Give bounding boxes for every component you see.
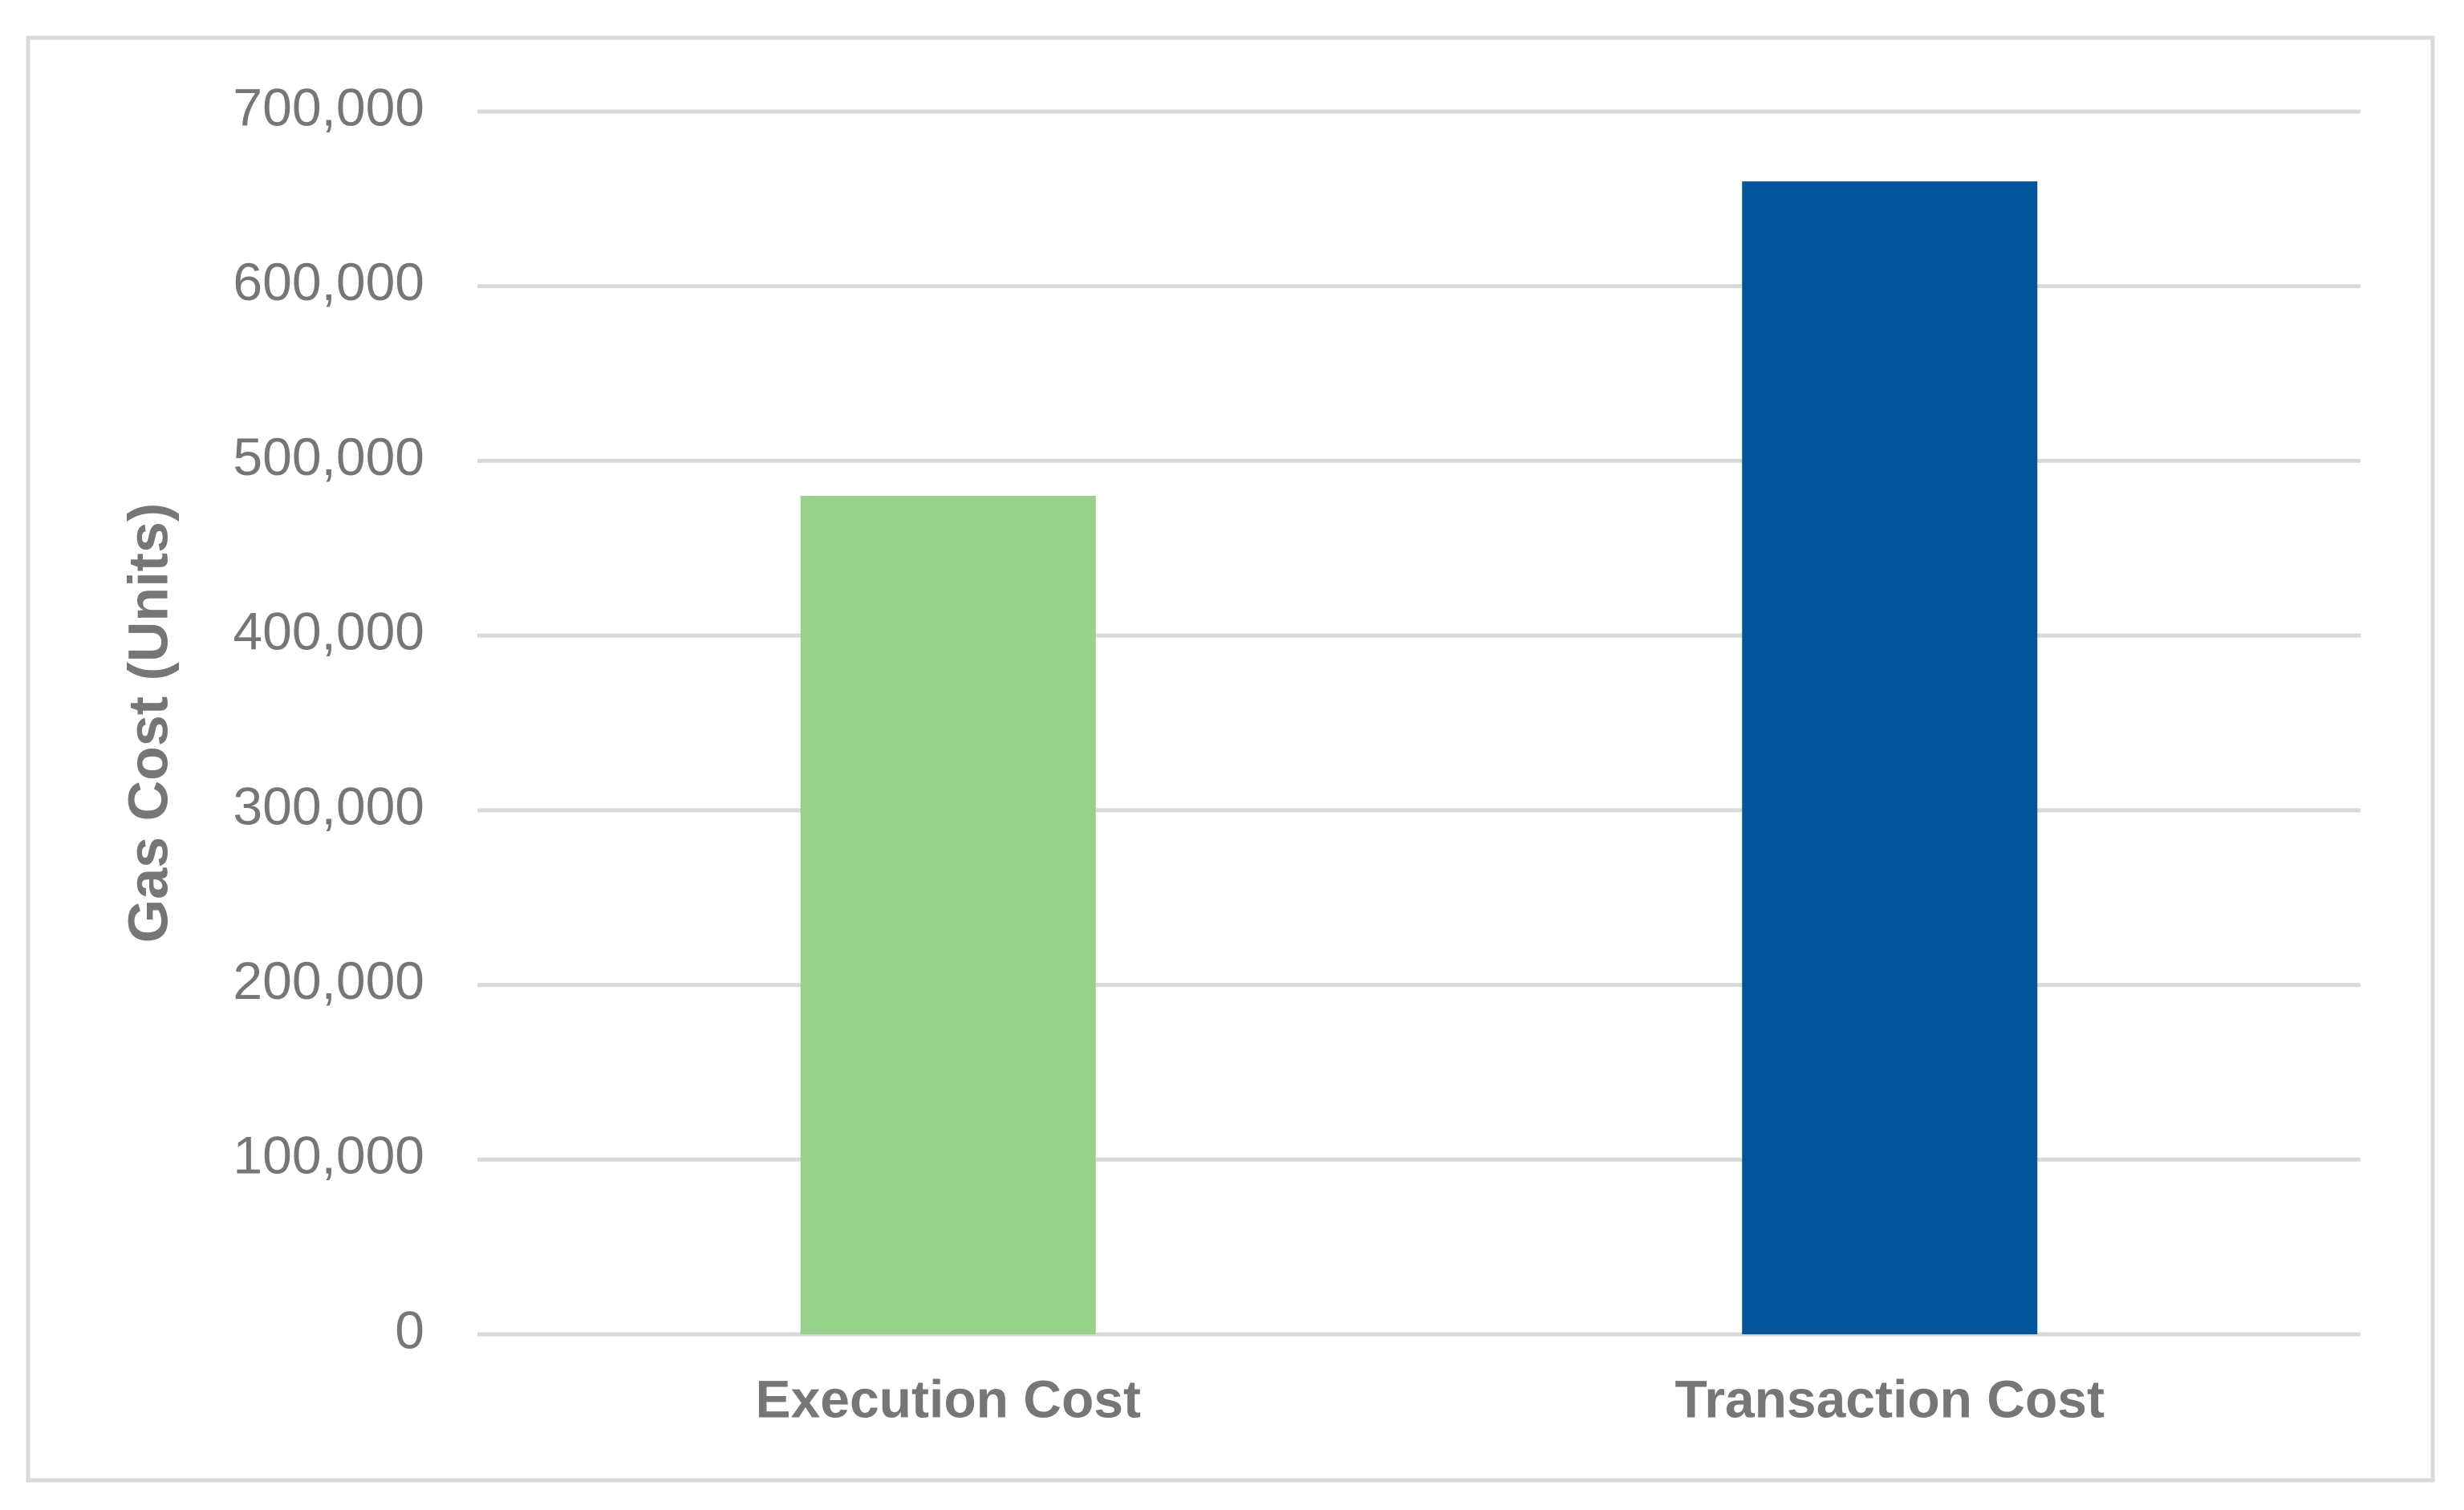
y-tick-label: 500,000 xyxy=(233,427,424,486)
y-tick-label: 200,000 xyxy=(233,951,424,1010)
y-tick-label: 700,000 xyxy=(233,77,424,136)
y-tick-label: 100,000 xyxy=(233,1126,424,1185)
y-tick-label: 0 xyxy=(395,1300,424,1359)
y-tick-label: 400,000 xyxy=(233,602,424,661)
y-axis-title: Gas Cost (Units) xyxy=(116,503,179,943)
y-tick-label: 600,000 xyxy=(233,252,424,311)
y-tick-label: 300,000 xyxy=(233,776,424,835)
bar xyxy=(800,495,1096,1334)
bar xyxy=(1742,181,2038,1335)
x-tick-label: Execution Cost xyxy=(756,1369,1141,1428)
x-tick-label: Transaction Cost xyxy=(1675,1369,2105,1428)
